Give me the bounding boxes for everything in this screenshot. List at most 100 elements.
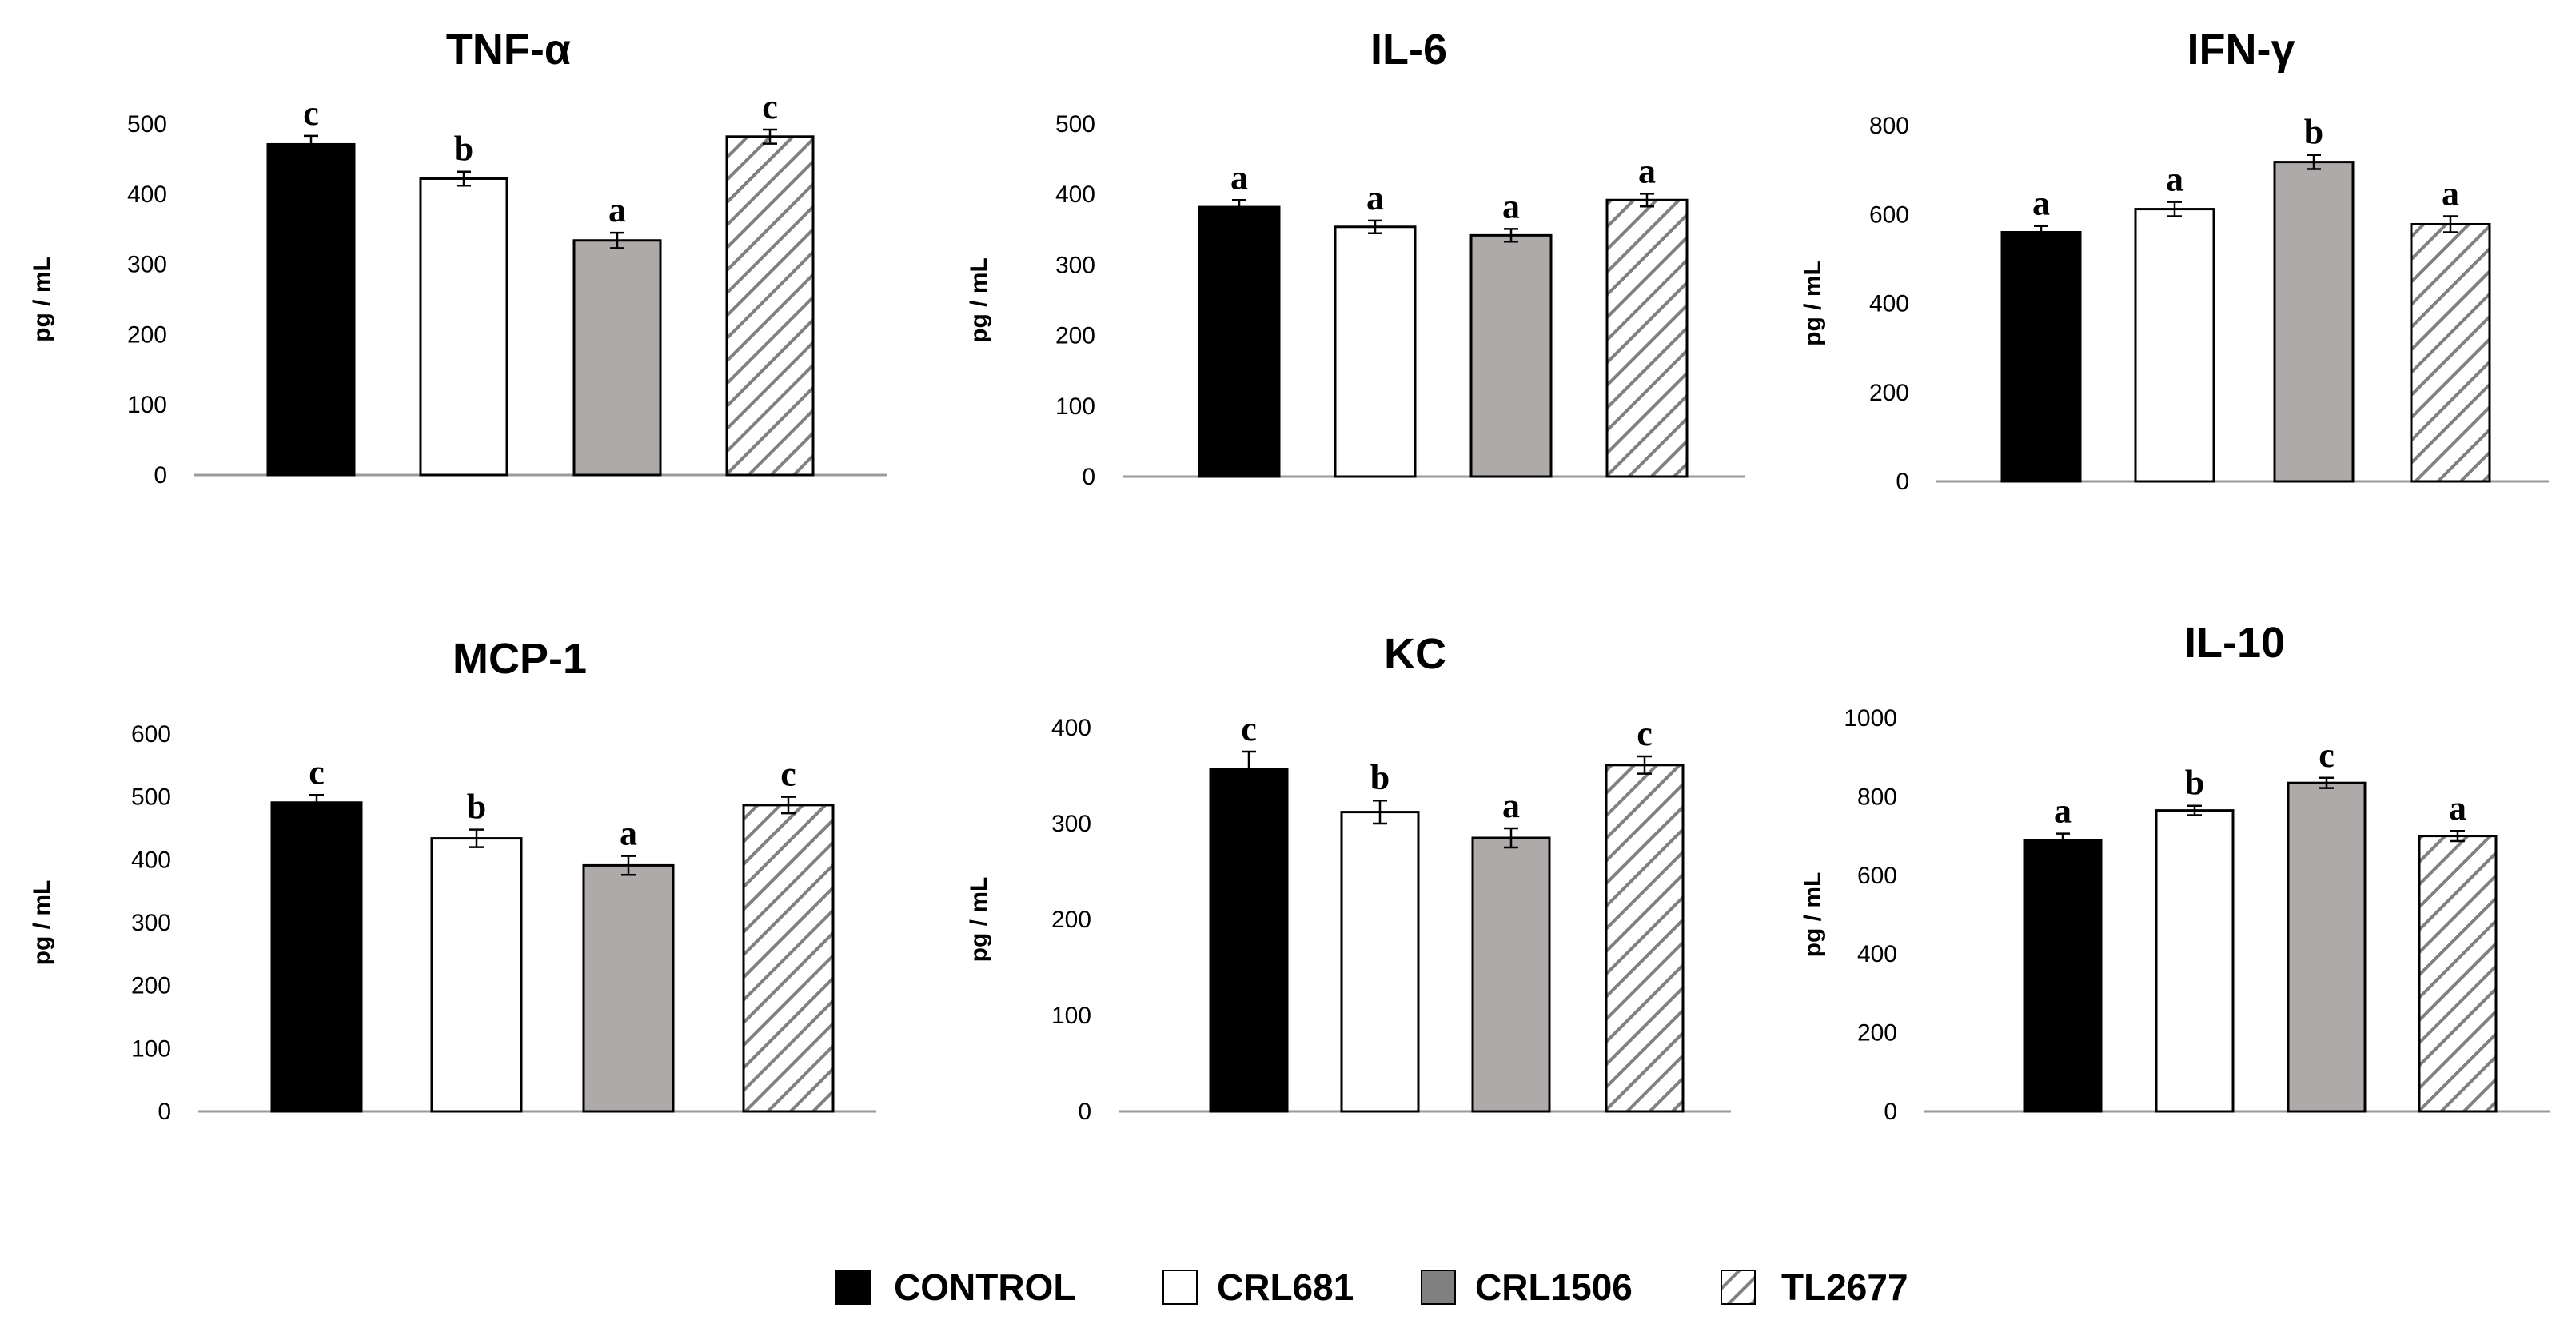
significance-label-control: a	[2032, 184, 2050, 223]
chart-panel-2: IL-6 pg / mL 0 100 200 300 400 500 a a a a	[966, 26, 1745, 490]
error-bar-crl681	[2167, 201, 2182, 217]
significance-label-tl2677: c	[762, 87, 778, 126]
y-tick-label: 100	[1051, 1003, 1091, 1029]
chart-panel-5: KC pg / mL 0 100 200 300 400 c b a c	[966, 630, 1731, 1125]
significance-label-crl1506: a	[620, 814, 637, 853]
y-tick-label: 800	[1869, 113, 1909, 139]
error-bar-crl1506	[1504, 228, 1518, 243]
legend-label-crl1506: CRL1506	[1475, 1266, 1633, 1308]
chart-title: KC	[1384, 630, 1446, 678]
significance-label-crl1506: c	[2319, 736, 2335, 775]
bar-crl1506	[2287, 781, 2367, 1113]
y-tick-label: 500	[127, 111, 167, 138]
error-bar-crl681	[1368, 219, 1382, 234]
chart-panel-3: IFN-γ pg / mL 0 200 400 600 800 a a b a	[1800, 26, 2549, 495]
bar-crl681	[419, 177, 508, 477]
legend-item-control: CONTROL	[835, 1266, 1075, 1308]
y-tick-label: 600	[1857, 863, 1897, 889]
error-bar-crl1506	[610, 231, 624, 249]
error-bar-control	[1242, 750, 1256, 788]
error-bar-crl1506	[621, 855, 636, 876]
y-tick-label: 0	[158, 1099, 171, 1125]
y-tick-label: 0	[1082, 464, 1095, 490]
bar-crl681	[1334, 225, 1417, 478]
significance-label-crl681: b	[467, 788, 486, 827]
legend-label-crl681: CRL681	[1217, 1266, 1354, 1308]
chart-title: IL-10	[2184, 619, 2285, 667]
bar-tl2677	[742, 804, 835, 1113]
error-bar-control	[2056, 832, 2070, 847]
significance-label-crl681: b	[454, 130, 473, 169]
y-axis-label: pg / mL	[29, 880, 55, 966]
error-bar-crl681	[1373, 799, 1387, 825]
y-tick-label: 200	[1051, 907, 1091, 933]
y-axis-label: pg / mL	[1800, 261, 1826, 346]
y-tick-label: 1000	[1844, 705, 1897, 732]
y-tick-label: 400	[1055, 181, 1095, 208]
legend-label-control: CONTROL	[894, 1266, 1075, 1308]
y-tick-label: 400	[1857, 941, 1897, 967]
significance-label-tl2677: c	[780, 755, 796, 794]
bar-crl681	[2155, 809, 2235, 1113]
bar-control	[2023, 839, 2103, 1113]
error-bar-crl681	[457, 170, 471, 187]
significance-label-crl681: b	[1370, 758, 1390, 797]
significance-label-crl681: a	[1366, 178, 1384, 217]
y-tick-label: 500	[1055, 111, 1095, 138]
error-bar-crl681	[2187, 804, 2202, 816]
y-tick-label: 100	[127, 392, 167, 418]
legend-swatch-crl1506	[1421, 1270, 1456, 1305]
chart-panel-6: IL-10 pg / mL 0 200 400 600 800 1000 a b c a	[1800, 619, 2550, 1125]
y-tick-label: 600	[131, 721, 171, 748]
y-tick-label: 400	[131, 847, 171, 873]
y-tick-label: 200	[1869, 380, 1909, 406]
significance-label-tl2677: a	[2442, 173, 2459, 213]
y-tick-label: 200	[131, 973, 171, 999]
bar-crl1506	[1471, 836, 1551, 1113]
y-tick-label: 300	[131, 910, 171, 936]
error-bar-tl2677	[2443, 215, 2458, 233]
legend-item-crl681: CRL681	[1162, 1266, 1354, 1308]
y-tick-label: 600	[1869, 201, 1909, 228]
y-tick-label: 200	[1857, 1020, 1897, 1047]
y-tick-label: 100	[1055, 393, 1095, 420]
legend-item-tl2677: TL2677	[1721, 1266, 1908, 1308]
significance-label-control: c	[309, 752, 325, 792]
error-bar-tl2677	[781, 796, 796, 815]
bar-crl681	[1340, 811, 1420, 1113]
y-axis-label: pg / mL	[29, 257, 55, 342]
y-tick-label: 100	[131, 1035, 171, 1062]
error-bar-tl2677	[763, 128, 777, 145]
chart-panel-1: TNF-α pg / mL 0 100 200 300 400 500 c b a c	[29, 26, 887, 489]
chart-title: MCP-1	[453, 635, 587, 683]
bar-tl2677	[725, 135, 815, 477]
error-bar-crl681	[469, 828, 484, 848]
error-bar-crl1506	[1504, 827, 1518, 849]
y-tick-label: 200	[1055, 323, 1095, 349]
y-tick-label: 400	[1869, 291, 1909, 317]
legend-label-tl2677: TL2677	[1781, 1266, 1908, 1308]
bar-control	[270, 801, 363, 1113]
y-axis-label: pg / mL	[1800, 872, 1826, 958]
bar-crl1506	[1469, 233, 1553, 478]
error-bar-control	[2034, 225, 2048, 240]
significance-label-crl1506: a	[1502, 786, 1520, 825]
significance-label-control: a	[2054, 792, 2072, 831]
y-axis-label: pg / mL	[966, 257, 992, 343]
y-tick-label: 300	[1055, 252, 1095, 278]
legend-swatch-crl681	[1162, 1270, 1198, 1305]
bar-crl1506	[2273, 161, 2355, 483]
significance-label-crl1506: a	[608, 190, 626, 229]
legend-swatch-tl2677	[1721, 1270, 1756, 1305]
bar-control	[1209, 768, 1289, 1113]
y-tick-label: 300	[1051, 811, 1091, 837]
y-tick-label: 500	[131, 784, 171, 811]
significance-label-control: a	[1230, 158, 1248, 197]
bar-tl2677	[1605, 198, 1689, 478]
y-tick-label: 300	[127, 252, 167, 278]
significance-label-crl681: a	[2166, 160, 2183, 199]
chart-title: TNF-α	[446, 26, 571, 74]
error-bar-tl2677	[1637, 755, 1652, 775]
error-bar-control	[1232, 199, 1246, 216]
